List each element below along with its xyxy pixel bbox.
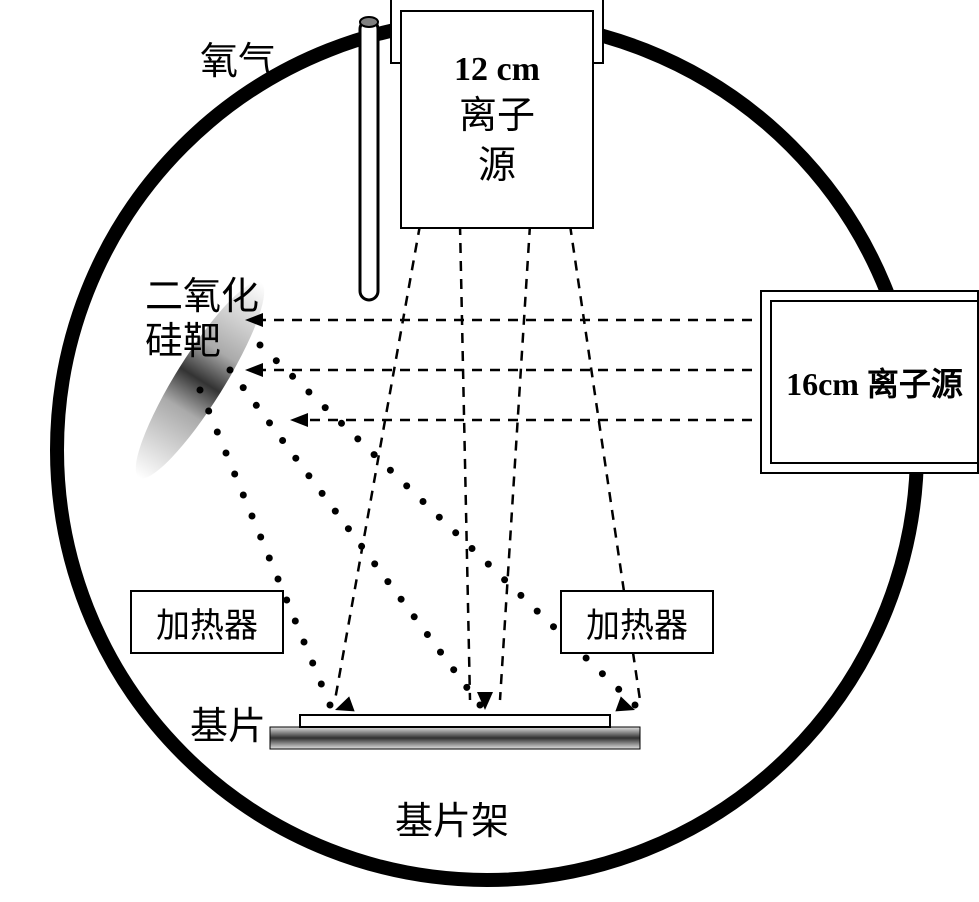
ion16-text: 16cm 离子源 bbox=[786, 359, 963, 405]
ion12-line2: 离子 bbox=[459, 92, 535, 141]
ion12-title: 12 cm bbox=[454, 48, 540, 92]
gas-tube-cap bbox=[360, 17, 378, 27]
substrate-plate bbox=[300, 715, 610, 727]
substrate-label: 基片 bbox=[190, 695, 266, 750]
diagram-canvas: 12 cm 离子 源 16cm 离子源 加热器 加热器 氧气 二氧化 硅靶 基片… bbox=[0, 0, 979, 902]
ion12-line3: 源 bbox=[478, 142, 516, 191]
sio2-label-line2: 硅靶 bbox=[145, 310, 221, 365]
heater-right-label: 加热器 bbox=[586, 598, 688, 647]
gas-tube bbox=[360, 20, 378, 300]
oxygen-label: 氧气 bbox=[200, 30, 276, 85]
heater-left-box: 加热器 bbox=[130, 590, 284, 654]
heater-right-box: 加热器 bbox=[560, 590, 714, 654]
ion12-source-box: 12 cm 离子 源 bbox=[400, 10, 594, 229]
substrate-holder-bar bbox=[270, 727, 640, 749]
heater-left-label: 加热器 bbox=[156, 598, 258, 647]
holder-label: 基片架 bbox=[395, 790, 509, 845]
ion16-source-box: 16cm 离子源 bbox=[770, 300, 979, 464]
